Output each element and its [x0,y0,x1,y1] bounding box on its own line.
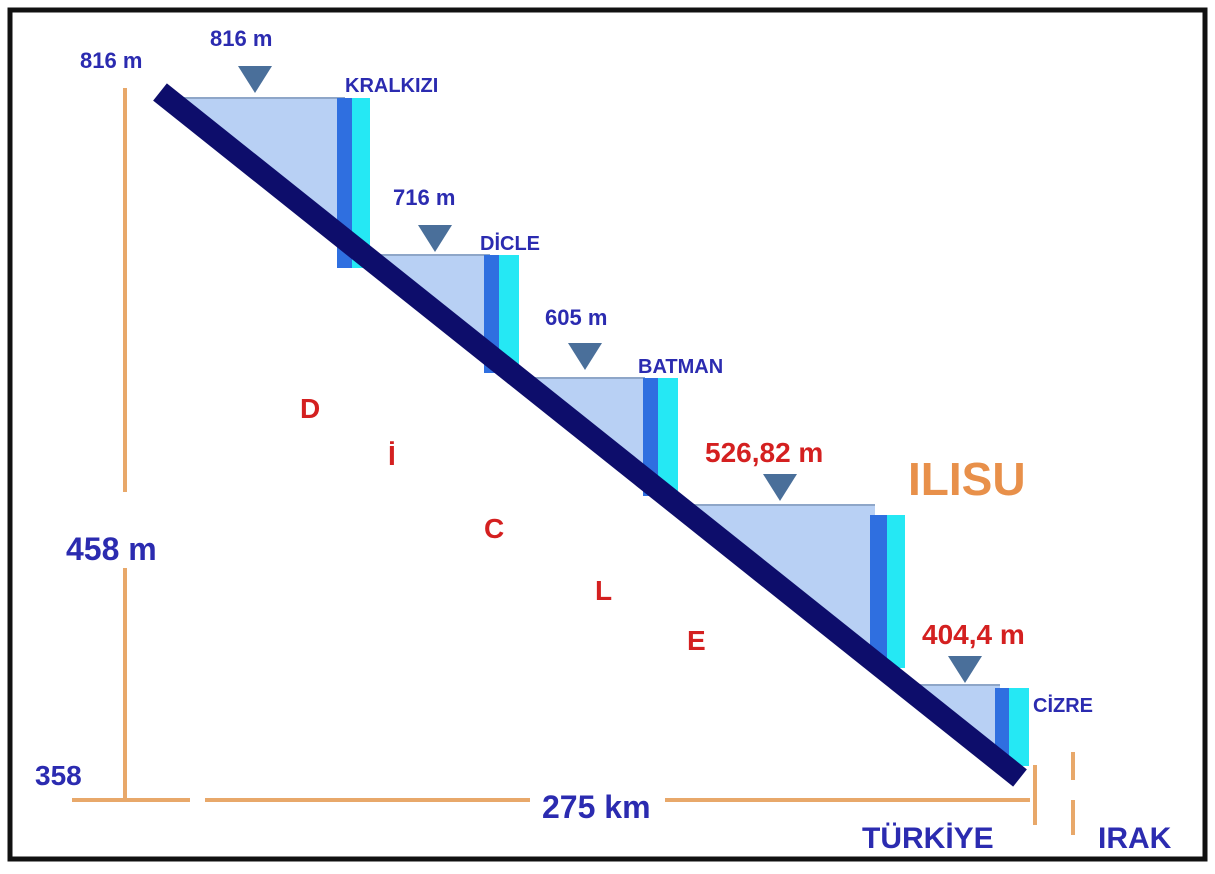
country-label: TÜRKİYE [862,822,994,855]
elevation-label: 716 m [393,185,455,210]
water-surfaces [180,97,1000,686]
elevation-label: 526,82 m [705,437,823,468]
riverbed [153,83,1027,787]
river-letter: E [687,625,706,656]
elevation-label: 816 m [80,48,142,73]
dam-name: KRALKIZI [345,75,438,97]
scale-lines [72,88,1075,835]
dam-name: DİCLE [480,232,540,255]
dam-name: ILISU [908,453,1026,505]
river-letter: İ [388,440,396,471]
elevation-label: 404,4 m [922,619,1025,650]
height-label: 458 m [66,531,157,567]
dam-walls [337,98,1029,766]
river-letter: L [595,575,612,606]
river-letter: D [300,393,320,424]
elevation-label: 605 m [545,305,607,330]
elevation-label: 816 m [210,26,272,51]
bottom-elevation: 358 [35,760,82,791]
country-label: IRAK [1098,822,1172,855]
dam-name: BATMAN [638,356,723,378]
length-label: 275 km [542,789,651,825]
river-letter: C [484,513,504,544]
level-markers [238,66,982,683]
dam-name: CİZRE [1033,694,1093,717]
